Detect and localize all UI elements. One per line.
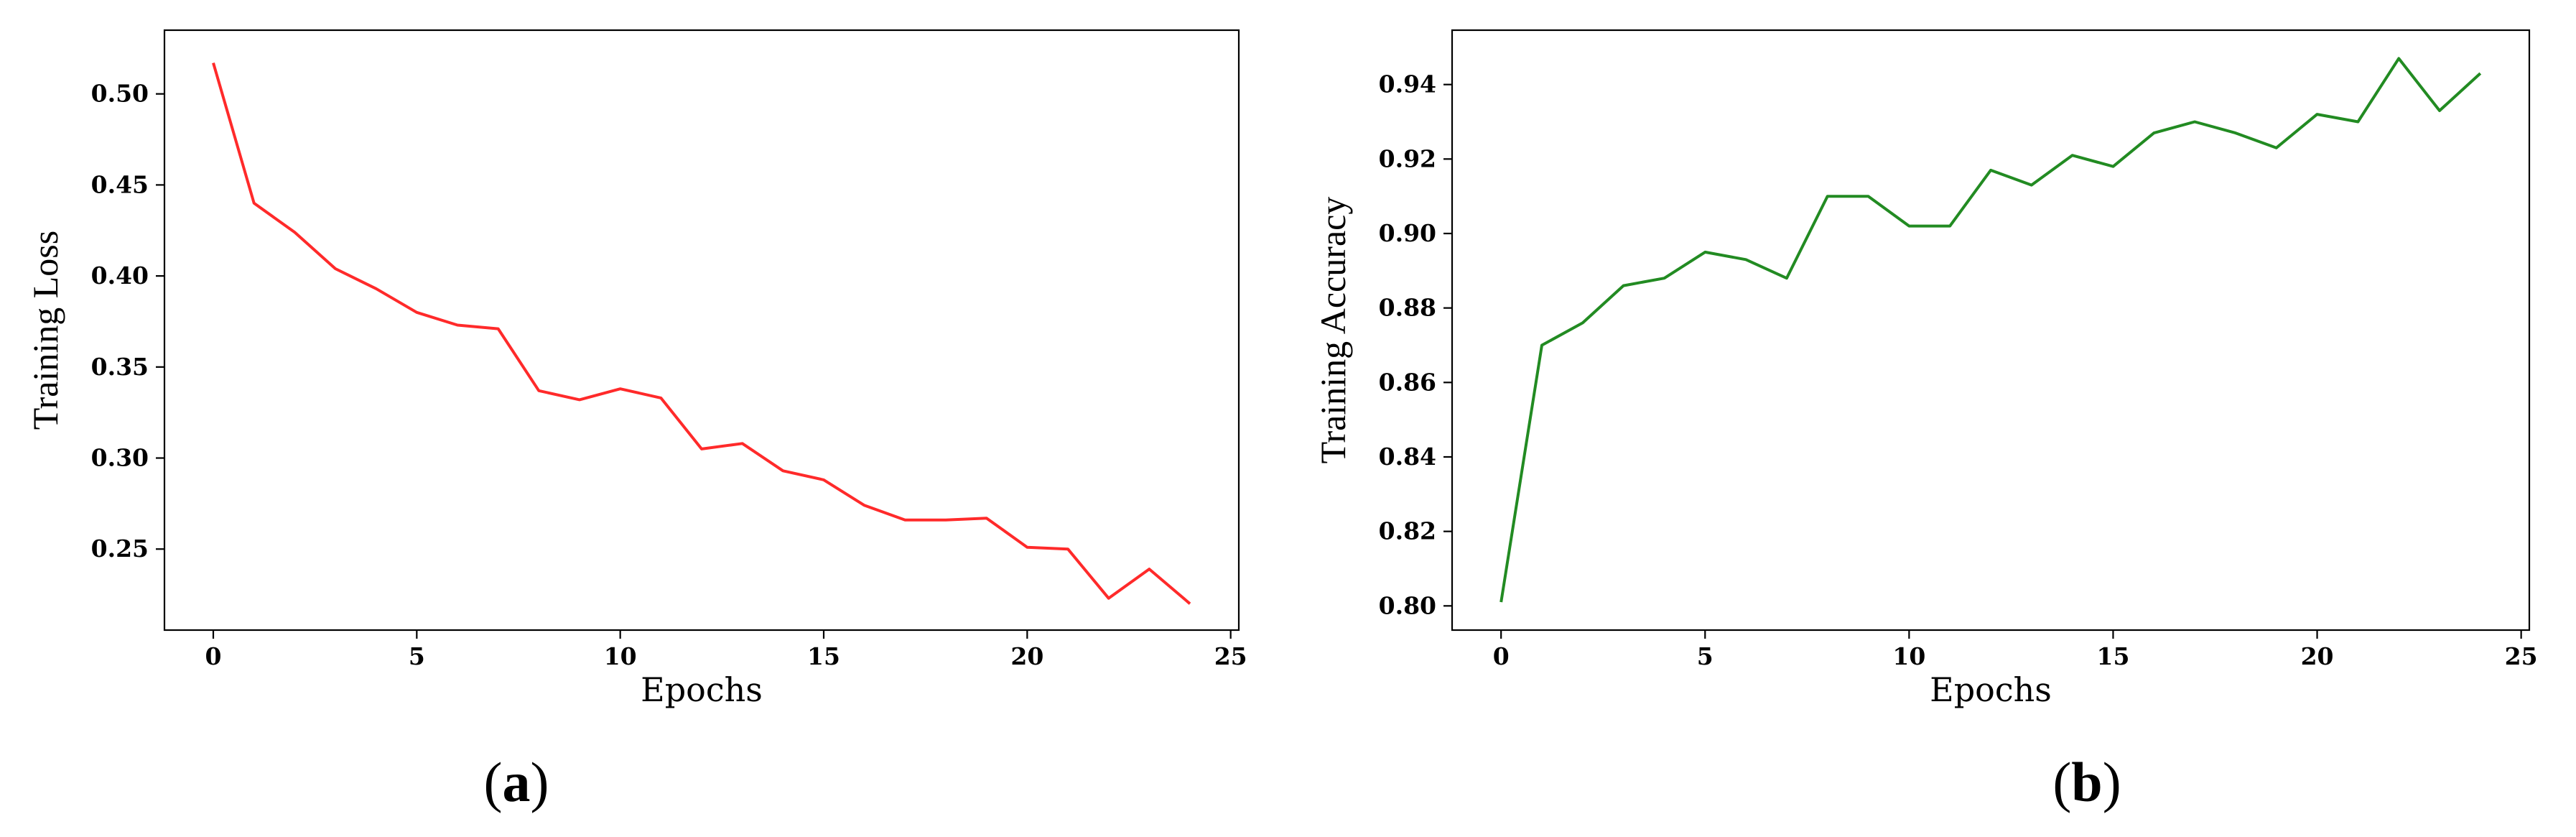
y-tick-label: 0.40 <box>91 262 149 290</box>
x-axis-label: Epochs <box>641 670 763 709</box>
x-tick-label: 5 <box>409 642 425 670</box>
y-tick-label: 0.90 <box>1379 219 1436 247</box>
panel-b: 0 5 10 15 20 25 0.80 0.82 0.84 0.86 0.88 0.90 0.92 0.… <box>1313 29 2538 813</box>
x-tick-label: 15 <box>807 642 840 670</box>
y-tick-label: 0.92 <box>1379 144 1436 172</box>
series-line <box>1499 57 2482 603</box>
x-tick-label: 0 <box>1493 642 1510 670</box>
series-line <box>212 63 1191 605</box>
y-tick-label: 0.45 <box>91 170 149 198</box>
x-tick-label: 20 <box>1010 642 1043 670</box>
y-tick-label: 0.80 <box>1379 591 1436 619</box>
y-tick-label: 0.94 <box>1379 70 1436 98</box>
plot-frame <box>1451 29 2531 632</box>
x-tick-label: 20 <box>2301 642 2334 670</box>
panel-label: (b) <box>2052 751 2121 813</box>
plot-frame <box>163 29 1240 632</box>
y-tick-label: 0.86 <box>1379 368 1436 396</box>
y-axis-label: Training Loss <box>25 231 65 430</box>
x-tick-label: 10 <box>1892 642 1925 670</box>
y-tick-label: 0.82 <box>1379 517 1436 545</box>
y-tick-label: 0.30 <box>91 444 149 472</box>
x-tick-label: 0 <box>205 642 222 670</box>
panel-a: 0 5 10 15 20 25 0.25 0.30 0.35 0.40 0.45 0.50 Epochs… <box>25 29 1247 813</box>
y-tick-label: 0.50 <box>91 80 149 108</box>
y-tick-label: 0.88 <box>1379 294 1436 322</box>
x-tick-label: 25 <box>2505 642 2538 670</box>
y-axis-label: Training Accuracy <box>1313 197 1353 464</box>
x-tick-label: 10 <box>604 642 637 670</box>
panel-label: (a) <box>484 751 549 813</box>
x-tick-label: 15 <box>2096 642 2129 670</box>
x-tick-label: 5 <box>1697 642 1714 670</box>
y-tick-label: 0.35 <box>91 353 149 381</box>
y-tick-label: 0.84 <box>1379 443 1436 471</box>
x-axis-label: Epochs <box>1930 670 2052 709</box>
x-tick-label: 25 <box>1214 642 1247 670</box>
y-tick-label: 0.25 <box>91 535 149 563</box>
